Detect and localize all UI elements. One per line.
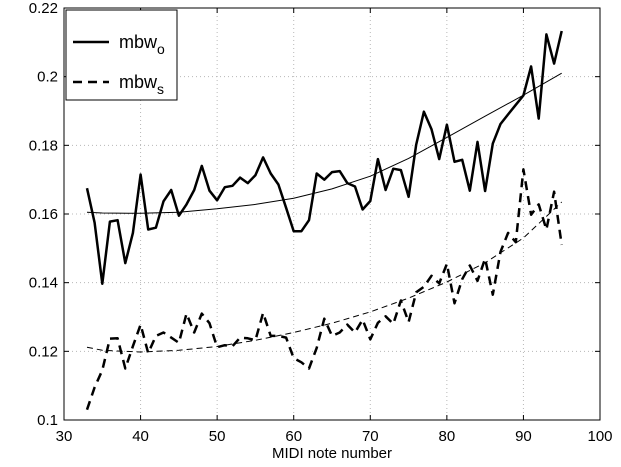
y-tick-label: 0.12 xyxy=(29,343,58,360)
x-tick-label: 60 xyxy=(285,428,302,445)
axis-ticks: 30 40 50 60 70 80 90 100 0.1 0.12 0.14 0.16 0.18 0.2 0… xyxy=(29,0,613,445)
series-line-mbw-s xyxy=(85,168,563,411)
x-tick-label: 90 xyxy=(515,428,532,445)
y-tick-label: 0.16 xyxy=(29,206,58,223)
x-tick-label: 80 xyxy=(439,428,456,445)
x-tick-label: 30 xyxy=(56,428,73,445)
legend-box xyxy=(65,9,178,101)
x-tick-label: 40 xyxy=(132,428,149,445)
x-axis-label: MIDI note number xyxy=(272,445,392,462)
y-tick-label: 0.22 xyxy=(29,0,58,17)
series-line-mbw-o xyxy=(85,30,563,285)
legend-label-subscript: o xyxy=(157,41,165,57)
y-tick-label: 0.2 xyxy=(37,69,58,86)
legend-label-subscript: s xyxy=(157,81,164,97)
data-series xyxy=(85,30,563,411)
y-tick-label: 0.18 xyxy=(29,137,58,154)
y-tick-label: 0.1 xyxy=(37,412,58,429)
x-tick-label: 100 xyxy=(587,428,612,445)
x-tick-label: 70 xyxy=(362,428,379,445)
x-tick-label: 50 xyxy=(209,428,226,445)
y-tick-label: 0.14 xyxy=(29,275,58,292)
